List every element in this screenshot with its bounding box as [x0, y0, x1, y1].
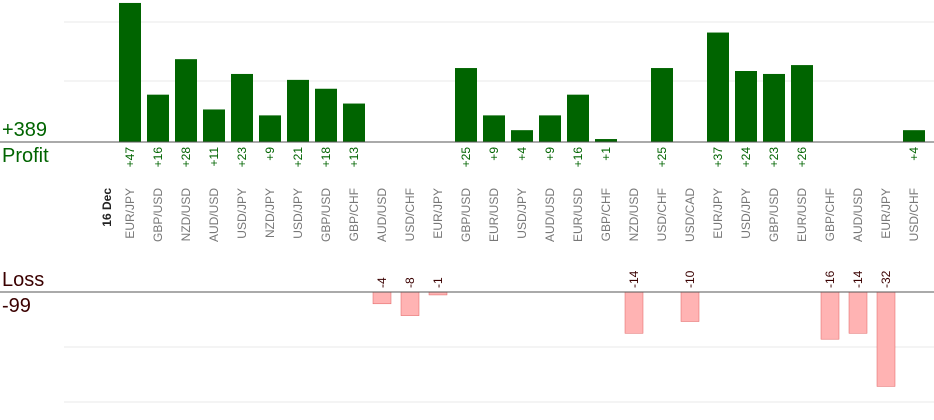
category-label: GBP/USD: [151, 188, 165, 242]
loss-bar: [680, 291, 700, 322]
value-label: +18: [319, 147, 333, 168]
value-label: +9: [543, 147, 557, 161]
value-label: -32: [879, 270, 893, 288]
profit-bar: [287, 79, 309, 142]
value-label: +37: [711, 147, 725, 168]
loss-total: -99: [2, 295, 31, 317]
profit-bar: [231, 73, 253, 142]
value-label: -1: [431, 277, 445, 288]
value-label: +47: [123, 147, 137, 168]
category-label: USD/CAD: [683, 188, 697, 242]
category-label: USD/CHF: [907, 188, 921, 241]
profit-bar: [147, 94, 169, 142]
profit-bar: [483, 115, 505, 142]
value-label: -14: [627, 270, 641, 288]
value-label: +4: [907, 147, 921, 161]
date-label: 16 Dec: [100, 188, 114, 227]
loss-bar: [848, 291, 868, 334]
gridlines: [64, 21, 934, 403]
value-label: -16: [823, 270, 837, 288]
loss-bar: [876, 291, 896, 387]
value-label: +23: [235, 147, 249, 168]
profit-bar: [175, 59, 197, 142]
profit-bar: [567, 94, 589, 142]
category-label: GBP/USD: [319, 188, 333, 242]
loss-bar: [400, 291, 420, 316]
value-label: +16: [151, 147, 165, 168]
profit-bar: [791, 65, 813, 142]
category-label: AUD/USD: [851, 188, 865, 242]
value-label: +9: [263, 147, 277, 161]
category-label: GBP/USD: [767, 188, 781, 242]
value-label: +24: [739, 147, 753, 168]
profit-bar: [203, 109, 225, 142]
category-label: EUR/USD: [795, 188, 809, 242]
value-label: +25: [459, 147, 473, 168]
value-label: +9: [487, 147, 501, 161]
loss-bar: [624, 291, 644, 334]
category-label: NZD/USD: [179, 188, 193, 242]
loss-bars: [372, 291, 896, 387]
profit-bar: [539, 115, 561, 142]
value-label: +26: [795, 147, 809, 168]
category-label: EUR/JPY: [879, 188, 893, 239]
profit-bar: [119, 2, 141, 143]
profit-bar: [343, 103, 365, 142]
category-label: GBP/USD: [459, 188, 473, 242]
profit-total: +389: [2, 119, 48, 141]
profit-bar: [455, 68, 477, 142]
value-label: -4: [375, 277, 389, 288]
category-label: EUR/USD: [487, 188, 501, 242]
value-label: +25: [655, 147, 669, 168]
category-label: AUD/USD: [207, 188, 221, 242]
value-label: +28: [179, 147, 193, 168]
category-label: USD/CHF: [655, 188, 669, 241]
category-label: GBP/CHF: [347, 188, 361, 241]
category-label: USD/JPY: [291, 188, 305, 239]
category-label: NZD/USD: [627, 188, 641, 242]
profit-bar: [595, 139, 617, 142]
value-label: +13: [347, 147, 361, 168]
category-label: EUR/JPY: [123, 188, 137, 239]
profit-bar: [259, 115, 281, 142]
category-label: NZD/JPY: [263, 188, 277, 238]
value-label: +1: [599, 147, 613, 161]
category-label: USD/JPY: [739, 188, 753, 239]
value-label: +4: [515, 147, 529, 161]
value-label: -14: [851, 270, 865, 288]
value-label: +21: [291, 147, 305, 168]
profit-bar: [315, 88, 337, 142]
value-label: +16: [571, 147, 585, 168]
category-label: USD/JPY: [235, 188, 249, 239]
profit-bars: [119, 2, 925, 143]
value-label: +11: [207, 147, 221, 167]
category-label: EUR/JPY: [431, 188, 445, 239]
profit-label: Profit: [2, 145, 49, 167]
value-labels: +47 +16 +28 +11 +23 +9 +21 +18 +13 -4 -8 -1 +25 +9 +4 +…: [123, 147, 921, 288]
category-label: GBP/CHF: [599, 188, 613, 241]
category-label: EUR/USD: [571, 188, 585, 242]
profit-bar: [735, 71, 757, 142]
category-label: EUR/JPY: [711, 188, 725, 239]
profit-bar: [511, 130, 533, 142]
category-label: USD/JPY: [515, 188, 529, 239]
value-label: +23: [767, 147, 781, 168]
loss-bar: [372, 291, 392, 305]
category-label: AUD/USD: [375, 188, 389, 242]
category-label: GBP/CHF: [823, 188, 837, 241]
profit-bar: [903, 130, 925, 142]
profit-bar: [763, 73, 785, 142]
value-label: -8: [403, 277, 417, 288]
value-label: -10: [683, 270, 697, 288]
profit-bar: [651, 68, 673, 142]
category-label: AUD/USD: [543, 188, 557, 242]
category-label: USD/CHF: [403, 188, 417, 241]
profit-bar: [707, 32, 729, 142]
loss-bar: [820, 291, 840, 340]
loss-label: Loss: [2, 269, 45, 291]
category-labels: EUR/JPY GBP/USD NZD/USD AUD/USD USD/JPY NZD/J…: [123, 188, 921, 242]
